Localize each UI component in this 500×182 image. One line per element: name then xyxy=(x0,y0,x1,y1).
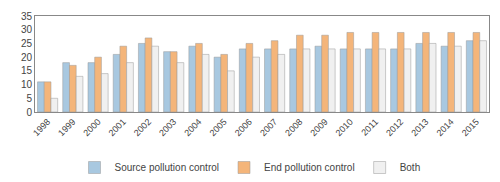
svg-text:2012: 2012 xyxy=(384,117,405,138)
svg-text:2009: 2009 xyxy=(308,117,329,138)
svg-text:2001: 2001 xyxy=(107,117,128,138)
svg-text:2008: 2008 xyxy=(283,117,304,138)
svg-text:Source pollution control: Source pollution control xyxy=(115,162,220,173)
svg-text:2000: 2000 xyxy=(81,117,102,138)
svg-text:35: 35 xyxy=(21,11,33,22)
svg-text:10: 10 xyxy=(21,79,33,90)
svg-text:2002: 2002 xyxy=(132,117,153,138)
svg-text:2004: 2004 xyxy=(182,117,203,138)
svg-text:2006: 2006 xyxy=(233,117,254,138)
svg-text:2005: 2005 xyxy=(208,117,229,138)
svg-text:15: 15 xyxy=(21,65,33,76)
svg-text:5: 5 xyxy=(26,93,32,104)
svg-text:20: 20 xyxy=(21,52,33,63)
svg-text:2010: 2010 xyxy=(334,117,355,138)
svg-text:0: 0 xyxy=(26,107,32,118)
svg-text:25: 25 xyxy=(21,38,33,49)
svg-text:1999: 1999 xyxy=(56,117,77,138)
svg-text:2015: 2015 xyxy=(460,117,481,138)
svg-text:1998: 1998 xyxy=(31,117,52,138)
svg-text:2011: 2011 xyxy=(359,117,380,138)
svg-text:2013: 2013 xyxy=(409,117,430,138)
svg-text:2003: 2003 xyxy=(157,117,178,138)
svg-text:End pollution control: End pollution control xyxy=(264,162,355,173)
svg-text:30: 30 xyxy=(21,24,33,35)
svg-text:2014: 2014 xyxy=(435,117,456,138)
svg-text:Both: Both xyxy=(400,162,421,173)
svg-text:2007: 2007 xyxy=(258,117,279,138)
